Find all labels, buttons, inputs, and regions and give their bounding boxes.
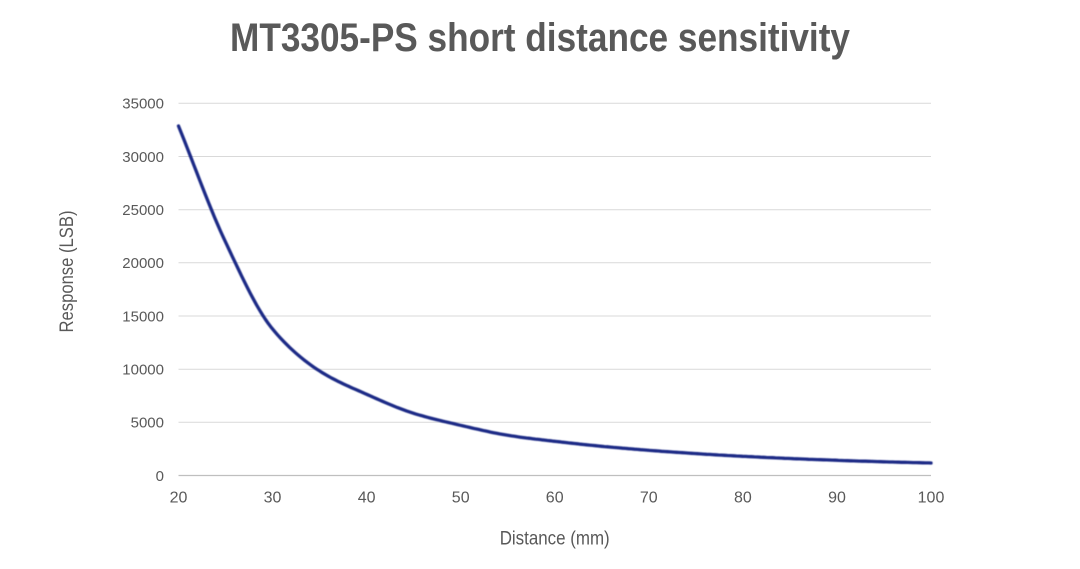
svg-text:40: 40 [358, 490, 376, 507]
svg-text:MT3305-PS short distance sensi: MT3305-PS short distance sensitivity [230, 16, 851, 60]
svg-text:Distance (mm): Distance (mm) [500, 529, 610, 550]
svg-text:100: 100 [918, 490, 945, 507]
svg-text:50: 50 [452, 490, 470, 507]
svg-text:25000: 25000 [122, 202, 164, 219]
svg-text:10000: 10000 [122, 362, 164, 379]
svg-text:Response (LSB): Response (LSB) [57, 211, 78, 333]
svg-text:20000: 20000 [122, 255, 164, 272]
svg-text:70: 70 [640, 490, 658, 507]
svg-text:80: 80 [734, 490, 752, 507]
svg-text:15000: 15000 [122, 308, 164, 325]
svg-text:60: 60 [546, 490, 564, 507]
svg-text:0: 0 [156, 468, 164, 485]
svg-text:30000: 30000 [122, 149, 164, 166]
svg-text:5000: 5000 [131, 415, 164, 432]
svg-text:20: 20 [170, 490, 188, 507]
svg-text:30: 30 [264, 490, 282, 507]
svg-text:90: 90 [828, 490, 846, 507]
svg-text:35000: 35000 [122, 96, 164, 113]
